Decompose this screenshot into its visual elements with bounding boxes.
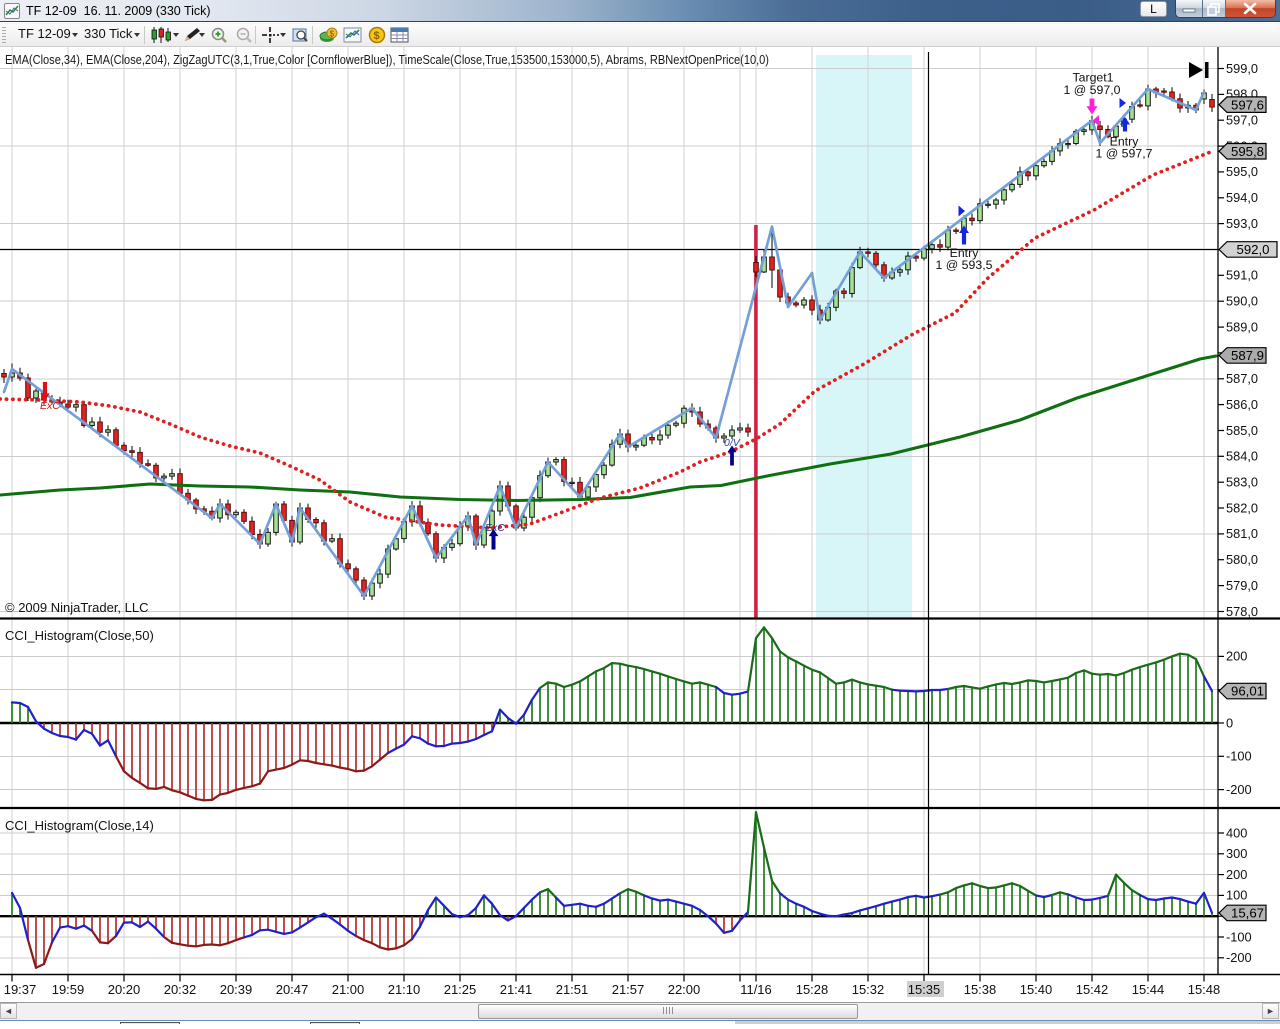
svg-text:595,0: 595,0	[1226, 164, 1258, 179]
svg-text:582,0: 582,0	[1226, 500, 1258, 515]
svg-text:96,01: 96,01	[1231, 684, 1264, 699]
svg-text:597,6: 597,6	[1231, 97, 1264, 112]
svg-text:© 2009 NinjaTrader, LLC: © 2009 NinjaTrader, LLC	[5, 600, 149, 615]
svg-text:20:20: 20:20	[108, 982, 141, 997]
svg-text:-100: -100	[1226, 749, 1252, 764]
svg-text:20:39: 20:39	[220, 982, 253, 997]
svg-text:11/16: 11/16	[740, 982, 772, 997]
svg-text:22:00: 22:00	[668, 982, 701, 997]
svg-text:CCI_Histogram(Close,14): CCI_Histogram(Close,14)	[5, 818, 154, 833]
svg-text:581,0: 581,0	[1226, 526, 1258, 541]
svg-text:599,0: 599,0	[1226, 61, 1258, 76]
svg-text:$: $	[330, 30, 335, 39]
svg-text:21:25: 21:25	[444, 982, 477, 997]
svg-text:-200: -200	[1226, 782, 1252, 797]
svg-text:591,0: 591,0	[1226, 268, 1258, 283]
svg-text:587,0: 587,0	[1226, 371, 1258, 386]
svg-text:200: 200	[1226, 867, 1247, 882]
svg-text:EMA(Close,34), EMA(Close,204),: EMA(Close,34), EMA(Close,204), ZigZagUTC…	[5, 52, 769, 67]
svg-text:15:42: 15:42	[1076, 982, 1109, 997]
svg-text:15:35: 15:35	[908, 982, 941, 997]
svg-text:589,0: 589,0	[1226, 319, 1258, 334]
svg-text:19:37: 19:37	[4, 982, 37, 997]
svg-text:300: 300	[1226, 846, 1247, 861]
svg-text:CCI_Histogram(Close,50): CCI_Histogram(Close,50)	[5, 628, 154, 643]
svg-text:15:40: 15:40	[1020, 982, 1053, 997]
svg-text:15,67: 15,67	[1231, 906, 1264, 921]
svg-text:15:48: 15:48	[1188, 982, 1221, 997]
svg-text:583,0: 583,0	[1226, 474, 1258, 489]
svg-text:20:32: 20:32	[164, 982, 197, 997]
svg-text:200: 200	[1226, 649, 1247, 664]
svg-text:0/V: 0/V	[724, 437, 741, 449]
svg-text:1 @ 597,7: 1 @ 597,7	[1096, 147, 1153, 161]
svg-text:593,0: 593,0	[1226, 216, 1258, 231]
svg-text:15:28: 15:28	[796, 982, 829, 997]
svg-text:21:41: 21:41	[500, 982, 533, 997]
svg-text:21:00: 21:00	[332, 982, 365, 997]
svg-text:21:57: 21:57	[612, 982, 645, 997]
svg-text:21:51: 21:51	[556, 982, 589, 997]
svg-text:594,0: 594,0	[1226, 190, 1258, 205]
svg-text:580,0: 580,0	[1226, 552, 1258, 567]
svg-text:597,0: 597,0	[1226, 113, 1258, 128]
svg-text:585,0: 585,0	[1226, 423, 1258, 438]
svg-text:ExC: ExC	[485, 522, 505, 534]
svg-text:0: 0	[1226, 715, 1233, 730]
svg-text:15:44: 15:44	[1132, 982, 1165, 997]
svg-text:578,0: 578,0	[1226, 604, 1258, 619]
svg-text:100: 100	[1226, 888, 1247, 903]
svg-text:15:32: 15:32	[852, 982, 885, 997]
svg-text:1 @ 597,0: 1 @ 597,0	[1064, 83, 1121, 97]
svg-text:19:59: 19:59	[52, 982, 85, 997]
svg-text:595,8: 595,8	[1231, 144, 1264, 159]
svg-text:ExC: ExC	[40, 400, 60, 412]
svg-text:592,0: 592,0	[1236, 242, 1269, 257]
svg-text:-200: -200	[1226, 950, 1252, 965]
svg-text:586,0: 586,0	[1226, 397, 1258, 412]
svg-text:400: 400	[1226, 825, 1247, 840]
svg-text:21:10: 21:10	[388, 982, 421, 997]
svg-text:587,9: 587,9	[1231, 348, 1264, 363]
svg-text:-100: -100	[1226, 929, 1252, 944]
svg-text:590,0: 590,0	[1226, 293, 1258, 308]
svg-text:1 @ 593,5: 1 @ 593,5	[936, 258, 993, 272]
svg-text:20:47: 20:47	[276, 982, 309, 997]
svg-text:579,0: 579,0	[1226, 578, 1258, 593]
svg-text:$: $	[374, 30, 380, 42]
svg-text:15:38: 15:38	[964, 982, 997, 997]
svg-text:584,0: 584,0	[1226, 449, 1258, 464]
